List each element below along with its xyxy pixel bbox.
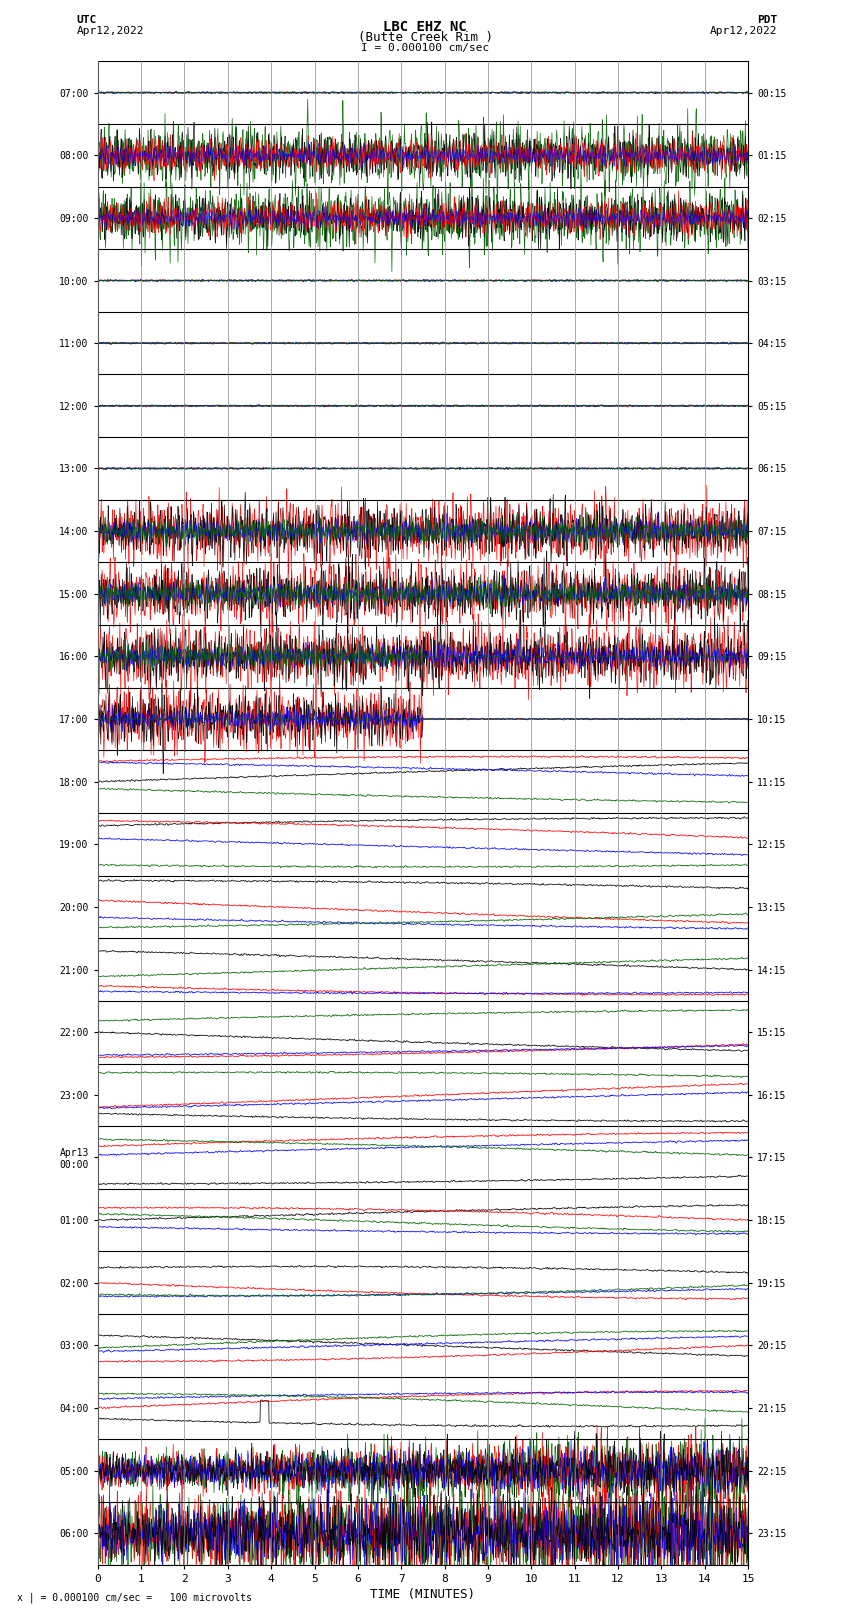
Text: Apr12,2022: Apr12,2022: [76, 26, 144, 35]
Text: I = 0.000100 cm/sec: I = 0.000100 cm/sec: [361, 44, 489, 53]
Text: LBC EHZ NC: LBC EHZ NC: [383, 19, 467, 34]
Text: UTC: UTC: [76, 15, 97, 24]
Text: PDT: PDT: [757, 15, 778, 24]
X-axis label: TIME (MINUTES): TIME (MINUTES): [371, 1587, 475, 1600]
Text: (Butte Creek Rim ): (Butte Creek Rim ): [358, 31, 492, 45]
Text: Apr12,2022: Apr12,2022: [711, 26, 778, 35]
Text: x | = 0.000100 cm/sec =   100 microvolts: x | = 0.000100 cm/sec = 100 microvolts: [17, 1592, 252, 1603]
